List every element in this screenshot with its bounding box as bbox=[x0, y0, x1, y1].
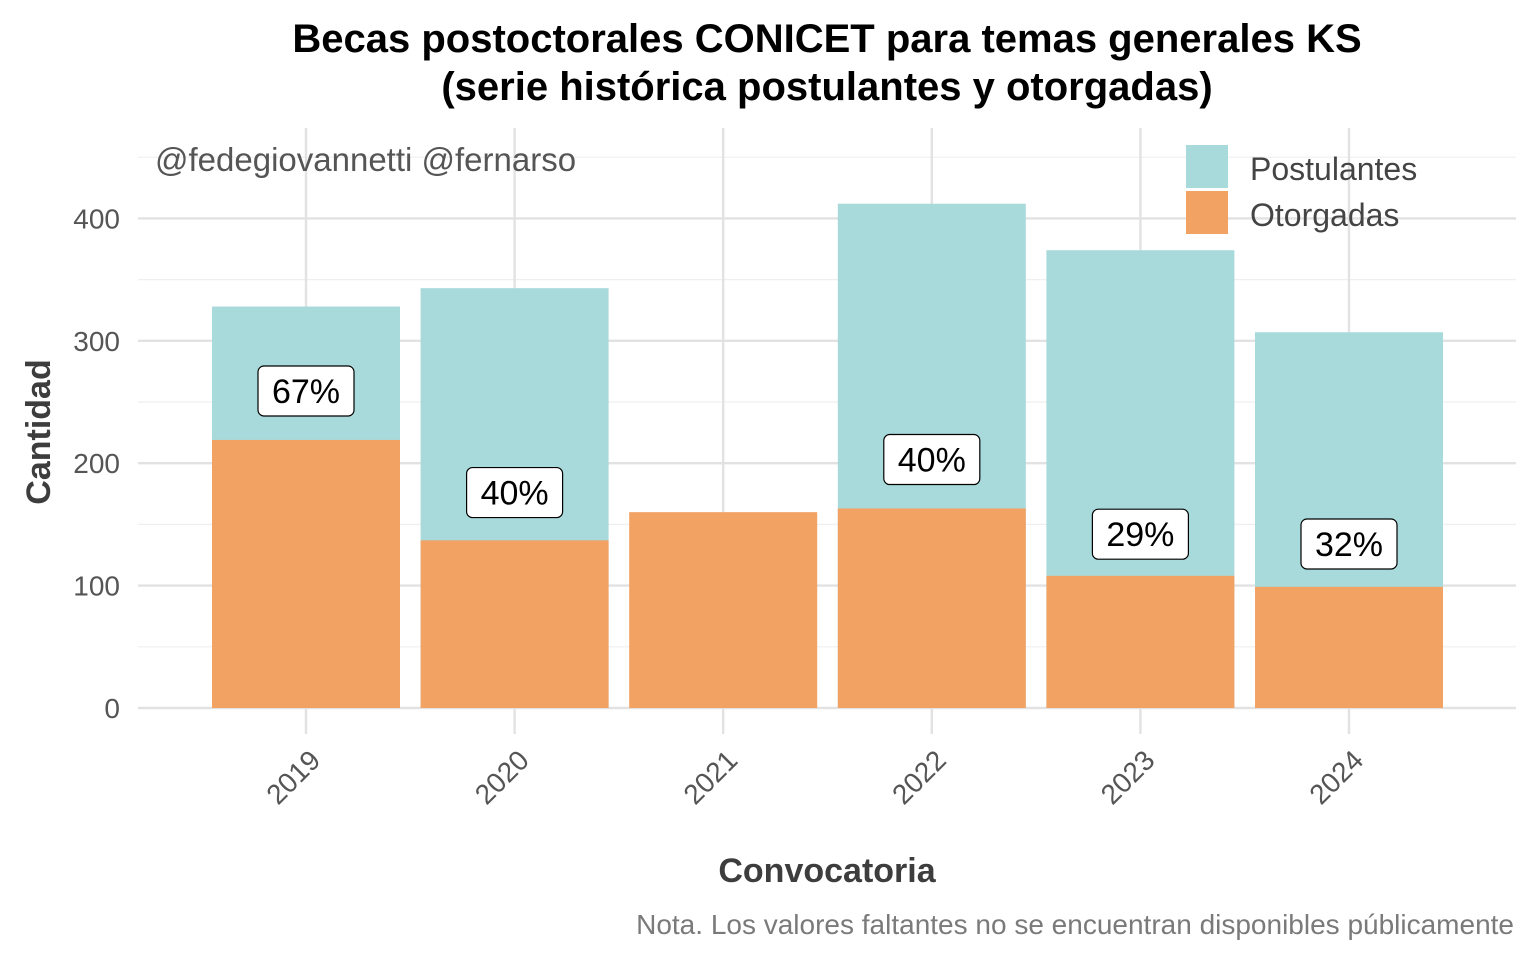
credit-text: @fedegiovannetti @fernarso bbox=[155, 141, 576, 178]
bars bbox=[212, 203, 1443, 708]
y-axis-title: Cantidad bbox=[20, 359, 58, 504]
legend-swatch-otorgadas bbox=[1186, 191, 1228, 234]
x-tick-label-2022: 2022 bbox=[886, 744, 952, 810]
legend-label-postulantes: Postulantes bbox=[1250, 151, 1417, 187]
pct-label-text: 40% bbox=[481, 475, 549, 513]
x-tick-label-2023: 2023 bbox=[1095, 744, 1161, 810]
y-tick-label: 0 bbox=[104, 693, 120, 724]
pct-label-2022: 40% bbox=[883, 433, 981, 486]
bar-otorgadas-2019 bbox=[212, 439, 400, 708]
legend-label-otorgadas: Otorgadas bbox=[1250, 197, 1399, 233]
x-axis-title: Convocatoria bbox=[718, 852, 936, 890]
bar-otorgadas-2024 bbox=[1255, 586, 1443, 708]
x-tick-label-2020: 2020 bbox=[469, 744, 535, 810]
chart-title-line-2: (serie histórica postulantes y otorgadas… bbox=[441, 65, 1212, 109]
bar-otorgadas-2020 bbox=[420, 540, 609, 708]
pct-label-box bbox=[1091, 508, 1190, 560]
y-tick-label: 200 bbox=[73, 448, 120, 479]
percentage-labels: 67% 40% 40% 29% 32% bbox=[257, 365, 1398, 570]
legend: Postulantes Otorgadas bbox=[1186, 145, 1417, 234]
pct-label-text: 40% bbox=[898, 442, 966, 480]
x-axis-ticks: 2019 2020 2021 2022 2023 2024 bbox=[260, 744, 1369, 810]
bar-otorgadas-2023 bbox=[1046, 575, 1235, 708]
x-tick-label-2019: 2019 bbox=[260, 744, 326, 810]
chart-title-line-1: Becas postoctorales CONICET para temas g… bbox=[292, 17, 1361, 61]
pct-label-text: 29% bbox=[1106, 516, 1174, 554]
pct-label-2019: 67% bbox=[257, 365, 355, 417]
y-tick-label: 400 bbox=[73, 203, 120, 234]
caption-note: Nota. Los valores faltantes no se encuen… bbox=[636, 909, 1514, 940]
pct-label-box bbox=[1300, 518, 1398, 570]
legend-swatch-postulantes bbox=[1186, 145, 1228, 188]
y-axis-ticks: 0 100 200 300 400 bbox=[73, 203, 120, 724]
pct-label-box bbox=[257, 365, 355, 417]
pct-label-2020: 40% bbox=[466, 466, 564, 519]
pct-label-2024: 32% bbox=[1300, 518, 1398, 570]
bar-otorgadas-2022 bbox=[837, 508, 1026, 708]
pct-label-2023: 29% bbox=[1091, 508, 1190, 560]
pct-label-box bbox=[883, 433, 981, 486]
pct-label-box bbox=[466, 466, 564, 519]
y-tick-label: 100 bbox=[73, 571, 120, 602]
x-tick-label-2021: 2021 bbox=[677, 744, 743, 810]
bar-otorgadas-2021 bbox=[629, 512, 818, 708]
y-tick-label: 300 bbox=[73, 326, 120, 357]
pct-label-text: 32% bbox=[1315, 526, 1383, 564]
x-tick-label-2024: 2024 bbox=[1303, 744, 1369, 810]
pct-label-text: 67% bbox=[272, 373, 340, 411]
